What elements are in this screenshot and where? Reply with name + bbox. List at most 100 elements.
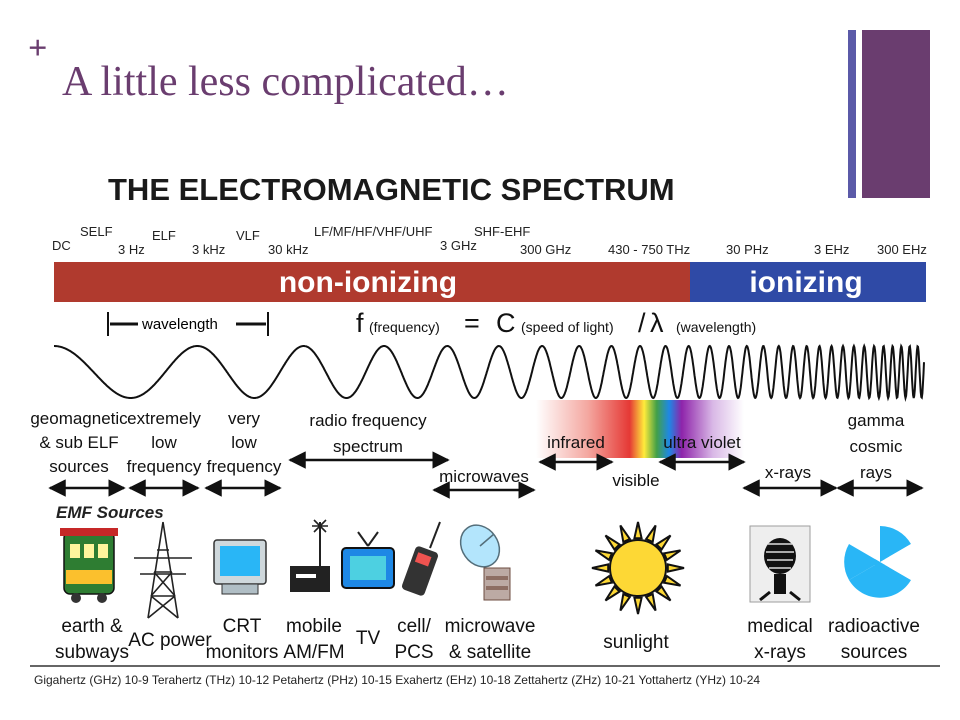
earth-label-line-2: subways xyxy=(55,642,129,663)
freq-3ghz: 3 GHz xyxy=(440,238,477,253)
mobile-label-line-1: mobile xyxy=(286,616,342,637)
sun-ray xyxy=(604,534,622,552)
geomagnetic-line-1: geomagnetic xyxy=(30,409,128,428)
sun-ray xyxy=(662,574,682,587)
microwave-label-line-2: & satellite xyxy=(449,642,531,663)
wavelength-indicator: wavelength xyxy=(107,312,269,336)
non-ionizing-label: non-ionizing xyxy=(279,266,457,299)
frequency-scale: 3 Hz 3 kHz 30 kHz 3 GHz 300 GHz 430 - 75… xyxy=(118,238,927,257)
radioactive-label-line-2: sources xyxy=(841,642,908,663)
freq-3hz: 3 Hz xyxy=(118,242,145,257)
geomagnetic-line-2: & sub ELF xyxy=(39,433,118,452)
emf-sources-label: EMF Sources xyxy=(56,503,164,522)
extremely-low-line-1: extremely xyxy=(127,409,201,428)
freq-300ghz: 300 GHz xyxy=(520,242,571,257)
cell-phone-icon xyxy=(401,521,441,596)
formula-f-sub: (frequency) xyxy=(369,319,440,335)
plus-icon: + xyxy=(28,30,48,67)
satellite-dish-icon xyxy=(459,524,511,601)
freq-430-750thz: 430 - 750 THz xyxy=(608,242,690,257)
medical-label-line-2: x-rays xyxy=(754,642,806,663)
diagram-heading: THE ELECTROMAGNETIC SPECTRUM xyxy=(108,172,675,207)
geomagnetic-line-3: sources xyxy=(49,457,109,476)
band-name-shf-ehf: SHF-EHF xyxy=(474,224,530,239)
mobile-label-line-2: AM/FM xyxy=(283,642,344,663)
very-low-line-2: low xyxy=(231,433,257,452)
x-rays-label: x-rays xyxy=(765,463,811,482)
band-name-dc: DC xyxy=(52,238,71,253)
radio-frequency-line-1: radio frequency xyxy=(309,411,427,430)
sun-ray xyxy=(619,524,632,544)
band-names: DC SELF ELF VLF LF/MF/HF/VHF/UHF SHF-EHF xyxy=(52,224,530,253)
extremely-low-line-3: frequency xyxy=(127,457,202,476)
power-tower-icon xyxy=(134,521,192,619)
band-name-self: SELF xyxy=(80,224,113,239)
tv-icon xyxy=(341,531,395,589)
decorative-bar-thick xyxy=(862,30,930,198)
freq-3ehz: 3 EHz xyxy=(814,242,849,257)
earth-label-line-1: earth & xyxy=(61,616,123,637)
formula-lambda-sub: (wavelength) xyxy=(676,319,756,335)
ionizing-band xyxy=(690,262,926,302)
trolley-icon xyxy=(60,528,118,603)
sun-ray xyxy=(594,574,614,587)
visible-spectrum-gradient xyxy=(536,400,744,458)
sun-ray xyxy=(662,549,682,562)
sun-ray xyxy=(666,563,685,573)
sun-ray xyxy=(633,596,643,615)
non-ionizing-band xyxy=(54,262,690,302)
radio-frequency-line-2: spectrum xyxy=(333,437,403,456)
cell-label-line-1: cell/ xyxy=(397,616,432,637)
band-name-lf-uhf: LF/MF/HF/VHF/UHF xyxy=(314,224,432,239)
sun-ray xyxy=(644,524,657,544)
freq-3khz: 3 kHz xyxy=(192,242,225,257)
xray-icon xyxy=(749,525,811,603)
freq-300ehz: 300 EHz xyxy=(877,242,927,257)
formula-c: C xyxy=(496,308,516,338)
slide-title: A little less complicated… xyxy=(62,59,509,105)
formula-f: f xyxy=(356,308,364,338)
extremely-low-line-2: low xyxy=(151,433,177,452)
microwave-label-line-1: microwave xyxy=(445,616,536,637)
sun-ray xyxy=(654,584,672,602)
very-low-line-1: very xyxy=(228,409,261,428)
gamma-line-1: gamma xyxy=(848,411,905,430)
ionizing-label: ionizing xyxy=(749,266,862,299)
formula-slash: / xyxy=(638,308,646,338)
radioactive-label-line-1: radioactive xyxy=(828,616,920,637)
crt-monitor-icon xyxy=(213,539,267,595)
microwaves-label: microwaves xyxy=(439,467,529,486)
sun-ray xyxy=(633,521,643,540)
sun-ray xyxy=(654,534,672,552)
gamma-line-2: cosmic xyxy=(850,437,903,456)
radiation-icon xyxy=(844,526,916,598)
gamma-line-3: rays xyxy=(860,463,892,482)
crt-label-line-2: monitors xyxy=(206,642,279,663)
cell-label-line-2: PCS xyxy=(394,642,433,663)
band-name-elf: ELF xyxy=(152,228,176,243)
formula-eq: = xyxy=(464,308,480,338)
em-spectrum-diagram: THE ELECTROMAGNETIC SPECTRUM DC SELF ELF… xyxy=(30,172,940,687)
formula-c-sub: (speed of light) xyxy=(521,319,614,335)
infrared-label: infrared xyxy=(547,433,605,452)
freq-30khz: 30 kHz xyxy=(268,242,308,257)
sun-ray xyxy=(594,549,614,562)
ac-power-label: AC power xyxy=(128,630,212,651)
wavelength-wave xyxy=(54,343,925,402)
source-labels: earth & subways AC power CRT monitors mo… xyxy=(55,616,920,663)
sun-ray xyxy=(604,584,622,602)
visible-label: visible xyxy=(612,471,659,490)
spectrum-categories: geomagnetic & sub ELF sources extremely … xyxy=(30,409,924,499)
freq-30phz: 30 PHz xyxy=(726,242,769,257)
sun-icon xyxy=(591,521,685,615)
decorative-bar-thin xyxy=(848,30,856,198)
formula-lambda: λ xyxy=(650,308,664,338)
unit-footer: Gigahertz (GHz) 10-9 Terahertz (THz) 10-… xyxy=(34,673,760,687)
radio-icon xyxy=(290,519,330,592)
tv-label: TV xyxy=(356,628,381,649)
ultra-violet-label: ultra violet xyxy=(663,433,741,452)
frequency-formula: f (frequency) = C (speed of light) / λ (… xyxy=(356,308,756,338)
sun-ray xyxy=(619,592,632,612)
very-low-line-3: frequency xyxy=(207,457,282,476)
sun-ray xyxy=(644,592,657,612)
